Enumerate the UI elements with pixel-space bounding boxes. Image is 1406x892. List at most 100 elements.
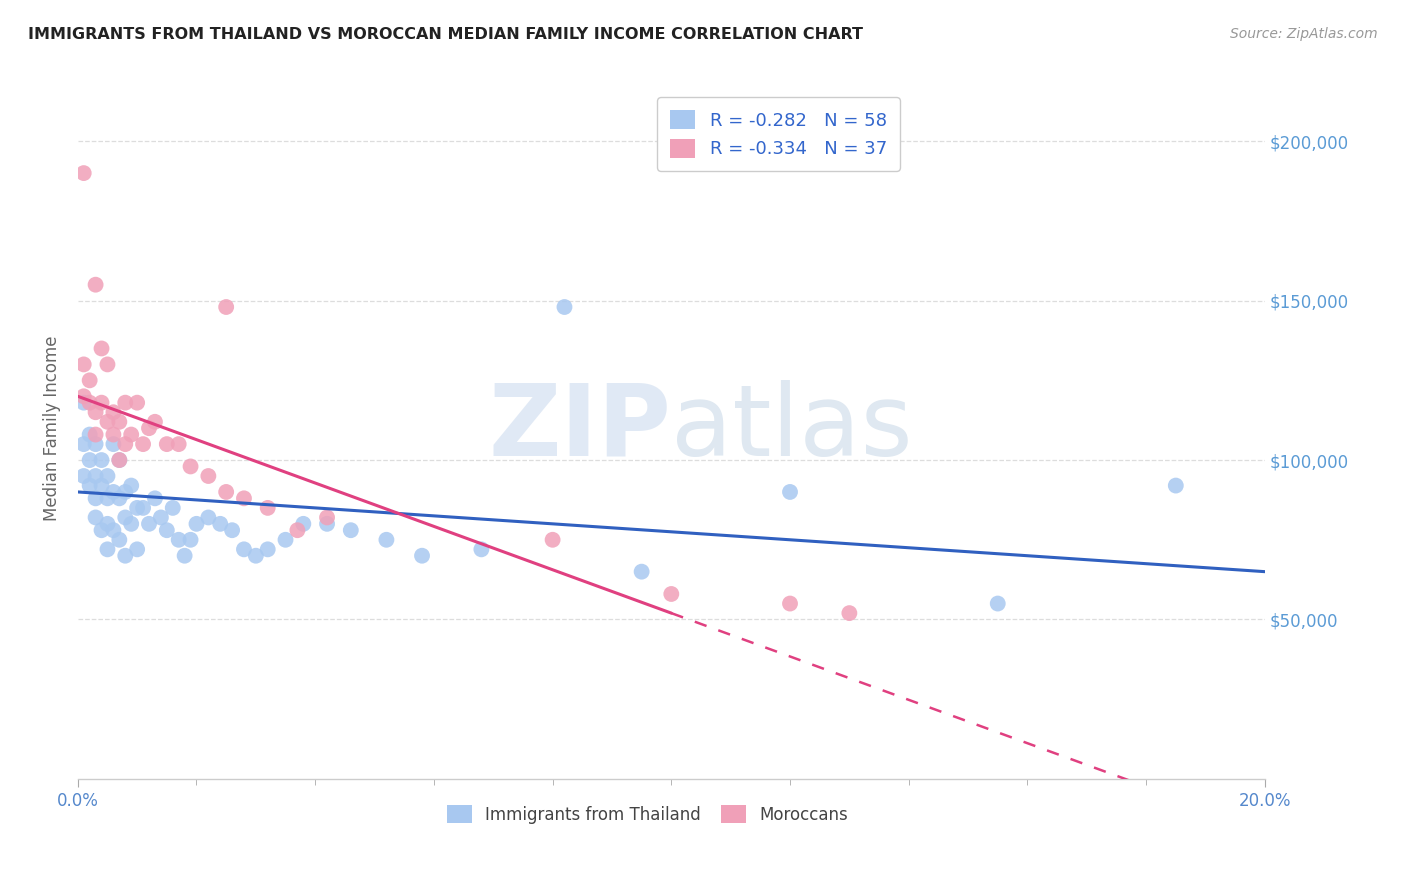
Point: [108, 415, 131, 429]
Point: [114, 437, 136, 451]
Point: [120, 478, 142, 492]
Point: [149, 510, 172, 524]
Point: [108, 453, 131, 467]
Point: [156, 437, 179, 451]
Point: [84, 491, 107, 506]
Point: [138, 421, 160, 435]
Point: [90, 395, 112, 409]
Point: [221, 523, 243, 537]
Point: [541, 533, 564, 547]
Point: [73, 469, 96, 483]
Point: [375, 533, 398, 547]
Point: [120, 516, 142, 531]
Point: [90, 523, 112, 537]
Point: [292, 516, 315, 531]
Point: [84, 277, 107, 292]
Point: [79, 373, 101, 387]
Point: [127, 500, 149, 515]
Point: [103, 523, 125, 537]
Point: [215, 300, 238, 314]
Point: [79, 453, 101, 467]
Point: [103, 427, 125, 442]
Point: [96, 542, 118, 557]
Point: [245, 549, 267, 563]
Point: [173, 549, 195, 563]
Point: [838, 606, 860, 620]
Point: [73, 358, 96, 372]
Point: [114, 510, 136, 524]
Text: IMMIGRANTS FROM THAILAND VS MOROCCAN MEDIAN FAMILY INCOME CORRELATION CHART: IMMIGRANTS FROM THAILAND VS MOROCCAN MED…: [28, 27, 863, 42]
Point: [79, 395, 101, 409]
Text: Source: ZipAtlas.com: Source: ZipAtlas.com: [1230, 27, 1378, 41]
Point: [659, 587, 682, 601]
Point: [90, 342, 112, 356]
Point: [73, 389, 96, 403]
Point: [779, 485, 801, 500]
Point: [287, 523, 309, 537]
Point: [103, 437, 125, 451]
Point: [274, 533, 297, 547]
Point: [340, 523, 363, 537]
Point: [96, 358, 118, 372]
Point: [84, 427, 107, 442]
Point: [138, 516, 160, 531]
Point: [779, 597, 801, 611]
Point: [84, 510, 107, 524]
Point: [233, 542, 256, 557]
Point: [96, 491, 118, 506]
Point: [553, 300, 575, 314]
Point: [108, 533, 131, 547]
Point: [162, 500, 184, 515]
Point: [114, 395, 136, 409]
Point: [180, 459, 202, 474]
Point: [114, 485, 136, 500]
Point: [630, 565, 652, 579]
Point: [256, 500, 278, 515]
Point: [209, 516, 232, 531]
Point: [256, 542, 278, 557]
Point: [84, 437, 107, 451]
Point: [411, 549, 433, 563]
Point: [103, 485, 125, 500]
Text: ZIP: ZIP: [488, 380, 671, 476]
Point: [73, 166, 96, 180]
Point: [197, 510, 219, 524]
Y-axis label: Median Family Income: Median Family Income: [44, 335, 60, 521]
Point: [167, 437, 190, 451]
Point: [180, 533, 202, 547]
Point: [987, 597, 1010, 611]
Point: [132, 437, 155, 451]
Point: [127, 542, 149, 557]
Point: [127, 395, 149, 409]
Point: [120, 427, 142, 442]
Point: [73, 395, 96, 409]
Point: [167, 533, 190, 547]
Point: [143, 415, 166, 429]
Point: [233, 491, 256, 506]
Point: [114, 549, 136, 563]
Point: [316, 516, 339, 531]
Point: [1164, 478, 1187, 492]
Point: [132, 500, 155, 515]
Point: [84, 469, 107, 483]
Legend: Immigrants from Thailand, Moroccans: Immigrants from Thailand, Moroccans: [437, 795, 858, 834]
Point: [90, 453, 112, 467]
Point: [96, 469, 118, 483]
Point: [156, 523, 179, 537]
Point: [84, 405, 107, 419]
Point: [90, 478, 112, 492]
Point: [79, 427, 101, 442]
Point: [215, 485, 238, 500]
Point: [143, 491, 166, 506]
Text: atlas: atlas: [671, 380, 912, 476]
Point: [103, 405, 125, 419]
Point: [108, 491, 131, 506]
Point: [316, 510, 339, 524]
Point: [73, 437, 96, 451]
Point: [79, 478, 101, 492]
Point: [197, 469, 219, 483]
Point: [108, 453, 131, 467]
Point: [96, 516, 118, 531]
Point: [470, 542, 492, 557]
Point: [96, 415, 118, 429]
